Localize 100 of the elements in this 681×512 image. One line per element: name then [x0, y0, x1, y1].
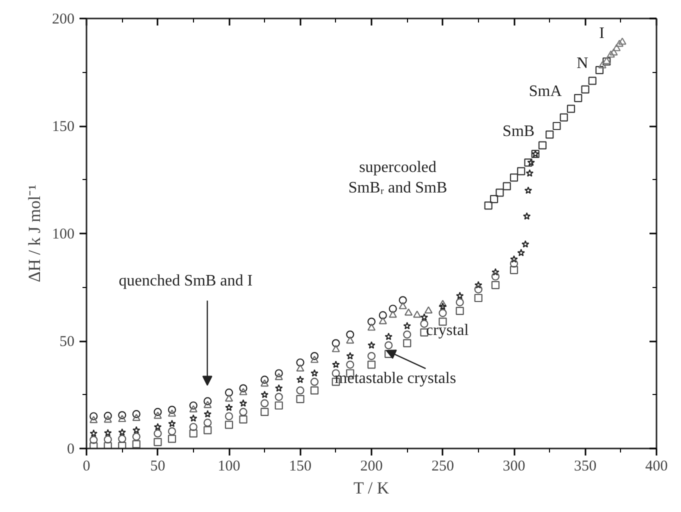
point — [574, 94, 582, 102]
point — [224, 394, 234, 402]
point — [492, 268, 500, 276]
point — [118, 434, 126, 443]
point — [204, 400, 212, 408]
point — [346, 360, 354, 369]
point — [517, 167, 526, 176]
point — [484, 202, 492, 210]
point — [90, 416, 98, 424]
point — [367, 360, 376, 369]
point — [260, 390, 269, 398]
point — [403, 339, 412, 348]
point — [522, 240, 530, 248]
point — [332, 339, 340, 348]
point — [239, 399, 248, 407]
point — [274, 369, 283, 378]
point — [388, 304, 397, 313]
point — [510, 266, 518, 274]
point — [474, 294, 482, 302]
point — [413, 310, 422, 318]
x-tick-label: 400 — [645, 458, 668, 474]
point — [274, 384, 283, 392]
point — [132, 432, 140, 441]
point — [378, 317, 387, 324]
point — [438, 300, 447, 308]
point — [260, 376, 269, 384]
point — [104, 435, 112, 444]
y-tick-label: 100 — [52, 226, 74, 242]
x-tick-label: 300 — [502, 458, 526, 474]
point — [438, 309, 447, 318]
point — [378, 311, 387, 320]
annotation: supercooled SmBᵣ and SmB — [348, 158, 448, 196]
point — [104, 412, 112, 420]
x-tick-label: 200 — [360, 458, 383, 474]
point — [598, 61, 606, 68]
point — [496, 188, 504, 197]
annotation: SmB — [502, 123, 535, 140]
point — [189, 405, 198, 412]
point — [310, 369, 318, 377]
point — [310, 386, 319, 394]
point — [118, 442, 126, 448]
y-tick-label: 150 — [52, 119, 74, 135]
point — [502, 182, 511, 190]
annotation: SmA — [528, 83, 562, 100]
point — [510, 255, 518, 263]
point — [456, 306, 464, 315]
point — [403, 322, 412, 330]
point — [368, 341, 376, 349]
point — [224, 412, 234, 420]
x-axis-title: T / K — [354, 478, 390, 498]
point — [456, 298, 464, 306]
point — [346, 336, 354, 344]
point — [420, 313, 428, 321]
point — [104, 416, 112, 423]
point — [239, 415, 248, 424]
point — [346, 330, 354, 339]
point — [104, 428, 112, 436]
point — [346, 352, 354, 360]
point — [204, 410, 212, 418]
point — [581, 85, 590, 94]
point — [189, 429, 198, 438]
point — [260, 399, 269, 408]
x-tick-label: 250 — [432, 458, 454, 474]
point — [524, 186, 532, 194]
point — [474, 285, 482, 294]
point — [474, 281, 482, 288]
point — [424, 306, 433, 314]
point — [296, 376, 304, 384]
point — [225, 404, 233, 412]
point — [90, 436, 98, 444]
point — [595, 66, 604, 74]
point — [560, 113, 568, 122]
point — [388, 310, 397, 318]
point — [612, 44, 621, 52]
x-tick-label: 150 — [289, 458, 312, 474]
point — [224, 420, 234, 429]
point — [296, 386, 304, 394]
point — [398, 296, 407, 304]
point — [384, 341, 393, 350]
point — [332, 360, 340, 368]
point — [618, 38, 626, 45]
point — [615, 40, 624, 47]
point — [239, 384, 248, 392]
x-tick-label: 100 — [218, 458, 240, 474]
point — [517, 248, 526, 256]
point — [438, 302, 447, 310]
point — [456, 292, 464, 300]
point — [384, 332, 392, 340]
point — [588, 76, 596, 85]
point — [260, 408, 269, 416]
point — [168, 427, 176, 436]
y-axis-title: ΔH / k J mol⁻¹ — [25, 184, 44, 282]
point — [274, 401, 283, 410]
point — [538, 141, 547, 150]
annotation: metastable crystals — [334, 370, 456, 387]
point — [154, 438, 162, 446]
point — [404, 308, 413, 316]
x-tick-label: 0 — [82, 458, 90, 474]
point — [168, 410, 176, 417]
point — [310, 378, 319, 386]
